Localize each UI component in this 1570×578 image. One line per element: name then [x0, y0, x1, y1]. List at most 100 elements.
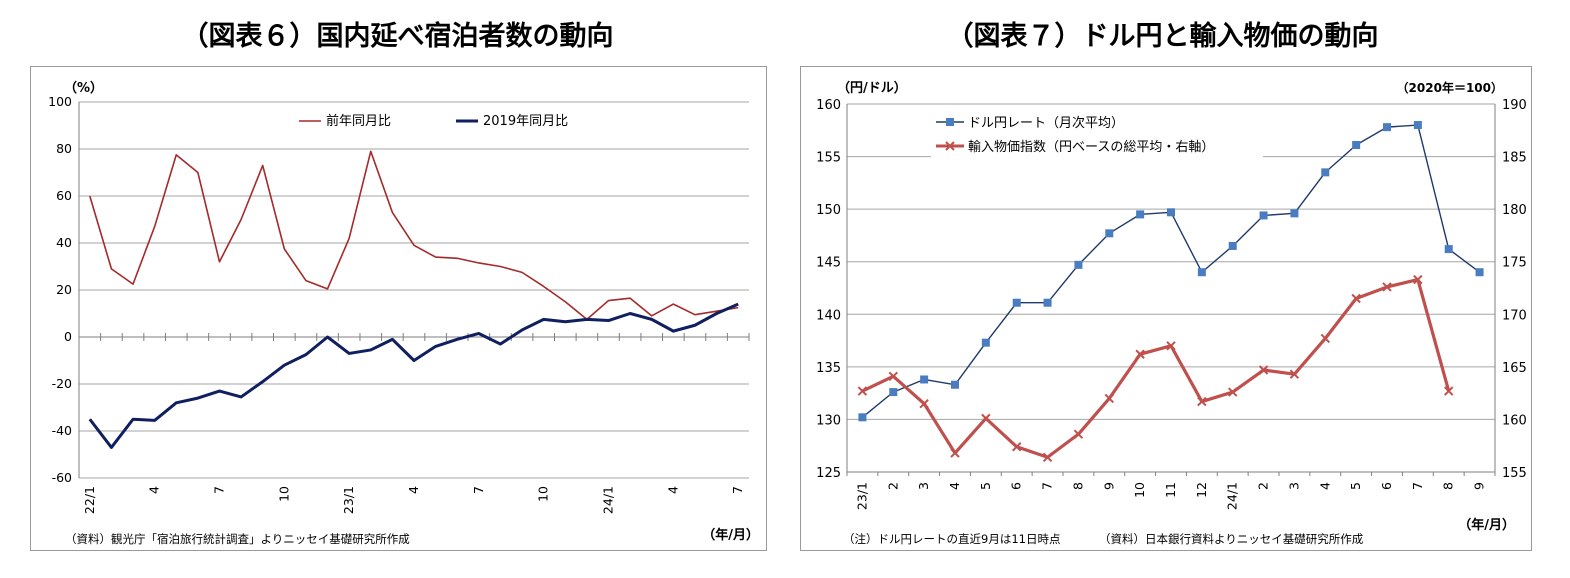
chart7-point-usdjpy — [1074, 260, 1083, 269]
chart7-point-import-price — [1382, 282, 1392, 292]
chart6-y-tick-label: -20 — [52, 376, 72, 391]
chart7-x-tick-label: 4 — [1317, 482, 1332, 490]
chart6-y-tick-label: -60 — [52, 470, 72, 485]
chart7-point-cross-stroke — [1197, 396, 1207, 407]
chart7-point-usdjpy — [1043, 298, 1052, 307]
chart7-x-tick-label: 4 — [947, 482, 962, 490]
chart7-point-cross-stroke — [1042, 452, 1053, 462]
chart6-x-tick-label: 22/1 — [82, 486, 97, 514]
chart7-x-tick-label: 9 — [1101, 482, 1116, 490]
chart7-y-tick-label-right: 165 — [1502, 361, 1527, 376]
chart7-footnote: （注）ドル円レートの直近9月は11日時点 — [843, 532, 1060, 546]
chart6-panel: 100 80 60 40 20 0 -20 -40 -60 22/1 4 7 10 23/1 4 7 10 24… — [30, 66, 767, 551]
chart7-y-tick-label-left: 160 — [816, 98, 841, 113]
chart6-y-tick-label: 20 — [56, 282, 72, 297]
chart7-point-import-price — [1444, 386, 1454, 396]
chart7-point-cross-stroke — [981, 413, 991, 424]
chart7-x-tick-label: 9 — [1472, 482, 1487, 490]
chart7-y-tick-label-right: 155 — [1502, 466, 1527, 481]
chart7-x-tick-label: 23/1 — [854, 482, 869, 510]
chart7-point-usdjpy — [981, 338, 990, 347]
chart7-point-cross-stroke — [1444, 386, 1454, 396]
chart7-title: （図表７）ドル円と輸入物価の動向 — [946, 21, 1379, 52]
chart6-x-tick-label: 24/1 — [601, 486, 616, 514]
chart7-point-import-price — [1042, 452, 1053, 462]
chart7-point-import-price — [1289, 369, 1300, 379]
chart7-legend-box — [931, 107, 1263, 159]
chart7-point-cross-stroke — [1382, 282, 1392, 292]
chart7-y-tick-label-right: 170 — [1502, 308, 1527, 323]
chart7-point-usdjpy — [1352, 141, 1361, 150]
chart7-x-tick-label: 12 — [1194, 482, 1209, 498]
chart7-point-import-price — [1228, 387, 1238, 397]
chart6-legend-label: 2019年同月比 — [483, 114, 568, 129]
chart7-y-tick-label-left: 140 — [816, 308, 841, 323]
chart6-series-line-1 — [89, 150, 739, 321]
chart7-point-usdjpy — [1167, 208, 1175, 217]
chart7-svg: 1601551501451401351301251901851801751701… — [816, 80, 1527, 546]
chart7-point-usdjpy — [1413, 121, 1422, 130]
chart7-point-usdjpy — [920, 375, 929, 384]
chart7-y-tick-label-right: 185 — [1502, 151, 1527, 166]
chart7-point-cross-stroke — [1289, 369, 1300, 379]
chart7-x-tick-label: 5 — [978, 482, 993, 490]
chart7-y-tick-label-left: 130 — [816, 413, 841, 428]
chart7-point-usdjpy — [951, 380, 959, 389]
chart7-panel: 160 155 150 145 140 135 130 125 190 185 180 175 170 1… — [800, 66, 1532, 551]
chart6-x-tick-label: 4 — [406, 486, 421, 494]
chart7-point-import-price — [919, 398, 929, 409]
chart7-point-usdjpy — [1321, 168, 1330, 177]
chart6-x-tick-label: 4 — [147, 486, 162, 494]
chart6-y-unit-label: （%） — [64, 80, 103, 96]
chart7-point-import-price — [1320, 333, 1330, 344]
chart7-point-usdjpy — [889, 388, 898, 397]
chart7-legend-marker — [945, 141, 955, 151]
chart6-x-tick-label: 7 — [471, 486, 486, 494]
chart6-y-tick-label: 100 — [48, 94, 72, 109]
chart7-point-cross-stroke — [1073, 429, 1084, 439]
chart7-y-unit-label-right: （2020年＝100） — [1397, 80, 1503, 95]
chart7-x-tick-label: 6 — [1009, 482, 1024, 490]
chart7-point-cross-stroke — [950, 448, 960, 458]
chart7-x-tick-label: 8 — [1070, 482, 1085, 490]
chart7-point-usdjpy — [1383, 123, 1391, 132]
chart6-source-note: （資料）観光庁「宿泊旅行統計調査」よりニッセイ基礎研究所作成 — [65, 532, 410, 546]
chart7-point-usdjpy — [1475, 268, 1484, 277]
chart7-point-import-price — [1104, 393, 1114, 404]
chart7-point-import-price — [1135, 349, 1145, 359]
chart7-point-usdjpy — [1228, 241, 1237, 250]
chart7-point-cross-stroke — [1320, 333, 1330, 344]
chart7-point-import-price — [1012, 442, 1022, 452]
chart6-svg: 100 80 60 40 20 0 -20 -40 -60 22/1 4 7 10 23/1 4 7 10 24… — [48, 80, 759, 546]
chart6-x-tick-label: 7 — [730, 486, 745, 494]
chart7-y-tick-label-left: 125 — [816, 466, 841, 481]
chart7-point-usdjpy — [1136, 210, 1145, 219]
chart6-y-tick-label: 40 — [56, 235, 72, 250]
chart7-point-import-price — [1413, 274, 1423, 285]
chart7-x-tick-label: 24/1 — [1225, 482, 1240, 510]
chart7-point-cross-stroke — [857, 386, 868, 396]
chart7-point-cross-stroke — [1104, 393, 1114, 404]
chart7-point-import-price — [1351, 293, 1361, 304]
chart7-point-import-price — [950, 448, 960, 458]
chart7-legend-label: 輸入物価指数（円ベースの総平均・右軸） — [968, 140, 1214, 155]
chart6-y-tick-label: -40 — [52, 423, 72, 438]
chart6-x-tick-label: 4 — [665, 486, 680, 494]
chart7-point-cross-stroke — [1258, 365, 1269, 375]
chart7-x-tick-label: 3 — [1286, 482, 1301, 490]
chart7-x-tick-label: 7 — [1040, 482, 1055, 490]
chart7-point-import-price — [1166, 341, 1176, 351]
chart7-point-usdjpy — [858, 413, 867, 422]
chart7-legend-marker — [946, 118, 954, 126]
chart7-x-tick-label: 10 — [1132, 482, 1147, 498]
chart7-y-tick-label-right: 160 — [1502, 413, 1527, 428]
chart7-series-line-2 — [861, 277, 1451, 459]
chart7-point-cross-stroke — [919, 398, 929, 409]
chart7-y-tick-label-right: 190 — [1502, 98, 1527, 113]
chart7-point-cross-stroke — [1413, 274, 1423, 285]
chart6-x-unit-label: （年/月） — [702, 527, 759, 543]
chart6-y-tick-label: 80 — [56, 141, 72, 156]
chart7-point-import-price — [857, 386, 868, 396]
chart7-point-usdjpy — [1105, 229, 1114, 238]
chart7-x-tick-label: 6 — [1379, 482, 1394, 490]
